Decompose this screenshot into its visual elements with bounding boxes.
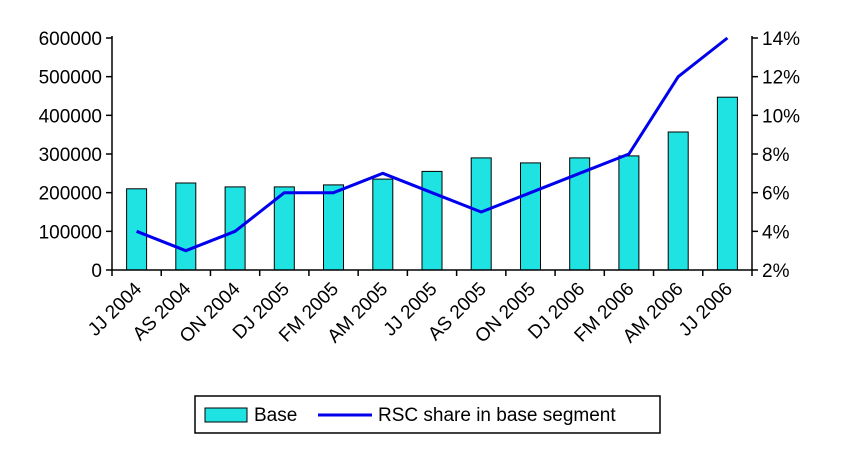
right-tick-label: 12% (762, 68, 800, 89)
legend: Base RSC share in base segment (194, 395, 661, 434)
legend-box (194, 395, 661, 434)
bar-jj-2006 (716, 96, 738, 271)
bar-as-2005 (470, 157, 492, 271)
left-tick-label: 500000 (39, 68, 102, 89)
right-tick-label: 2% (762, 261, 790, 282)
right-tick-label: 4% (762, 222, 790, 243)
right-tick-label: 10% (762, 106, 800, 127)
bar-as-2004 (175, 182, 197, 271)
bar-on-2005 (520, 162, 541, 271)
bar-am-2005 (372, 178, 394, 271)
bar-on-2004 (224, 186, 246, 271)
left-tick-label: 600000 (39, 29, 102, 50)
bar-fm-2005 (323, 184, 344, 271)
left-tick-label: 300000 (39, 145, 102, 166)
left-tick-label: 0 (91, 261, 102, 282)
bar-jj-2005 (421, 170, 443, 271)
rsc-share-line (136, 36, 729, 253)
right-tick-label: 8% (762, 145, 790, 166)
legend-label-rsc-share: RSC share in base segment (378, 405, 616, 426)
legend-label-base: Base (254, 405, 297, 426)
plot-area (126, 36, 738, 271)
x-tick-label: JJ 2006 (675, 279, 737, 341)
left-tick-label: 400000 (39, 106, 102, 127)
bar-fm-2006 (618, 155, 640, 271)
left-tick-label: 200000 (39, 184, 102, 205)
right-tick-label: 6% (762, 184, 790, 205)
left-tick-label: 100000 (39, 222, 102, 243)
right-tick-label: 14% (762, 29, 800, 50)
bar-am-2006 (667, 131, 689, 271)
legend-bar-swatch (204, 407, 248, 423)
bar-jj-2004 (126, 188, 148, 271)
